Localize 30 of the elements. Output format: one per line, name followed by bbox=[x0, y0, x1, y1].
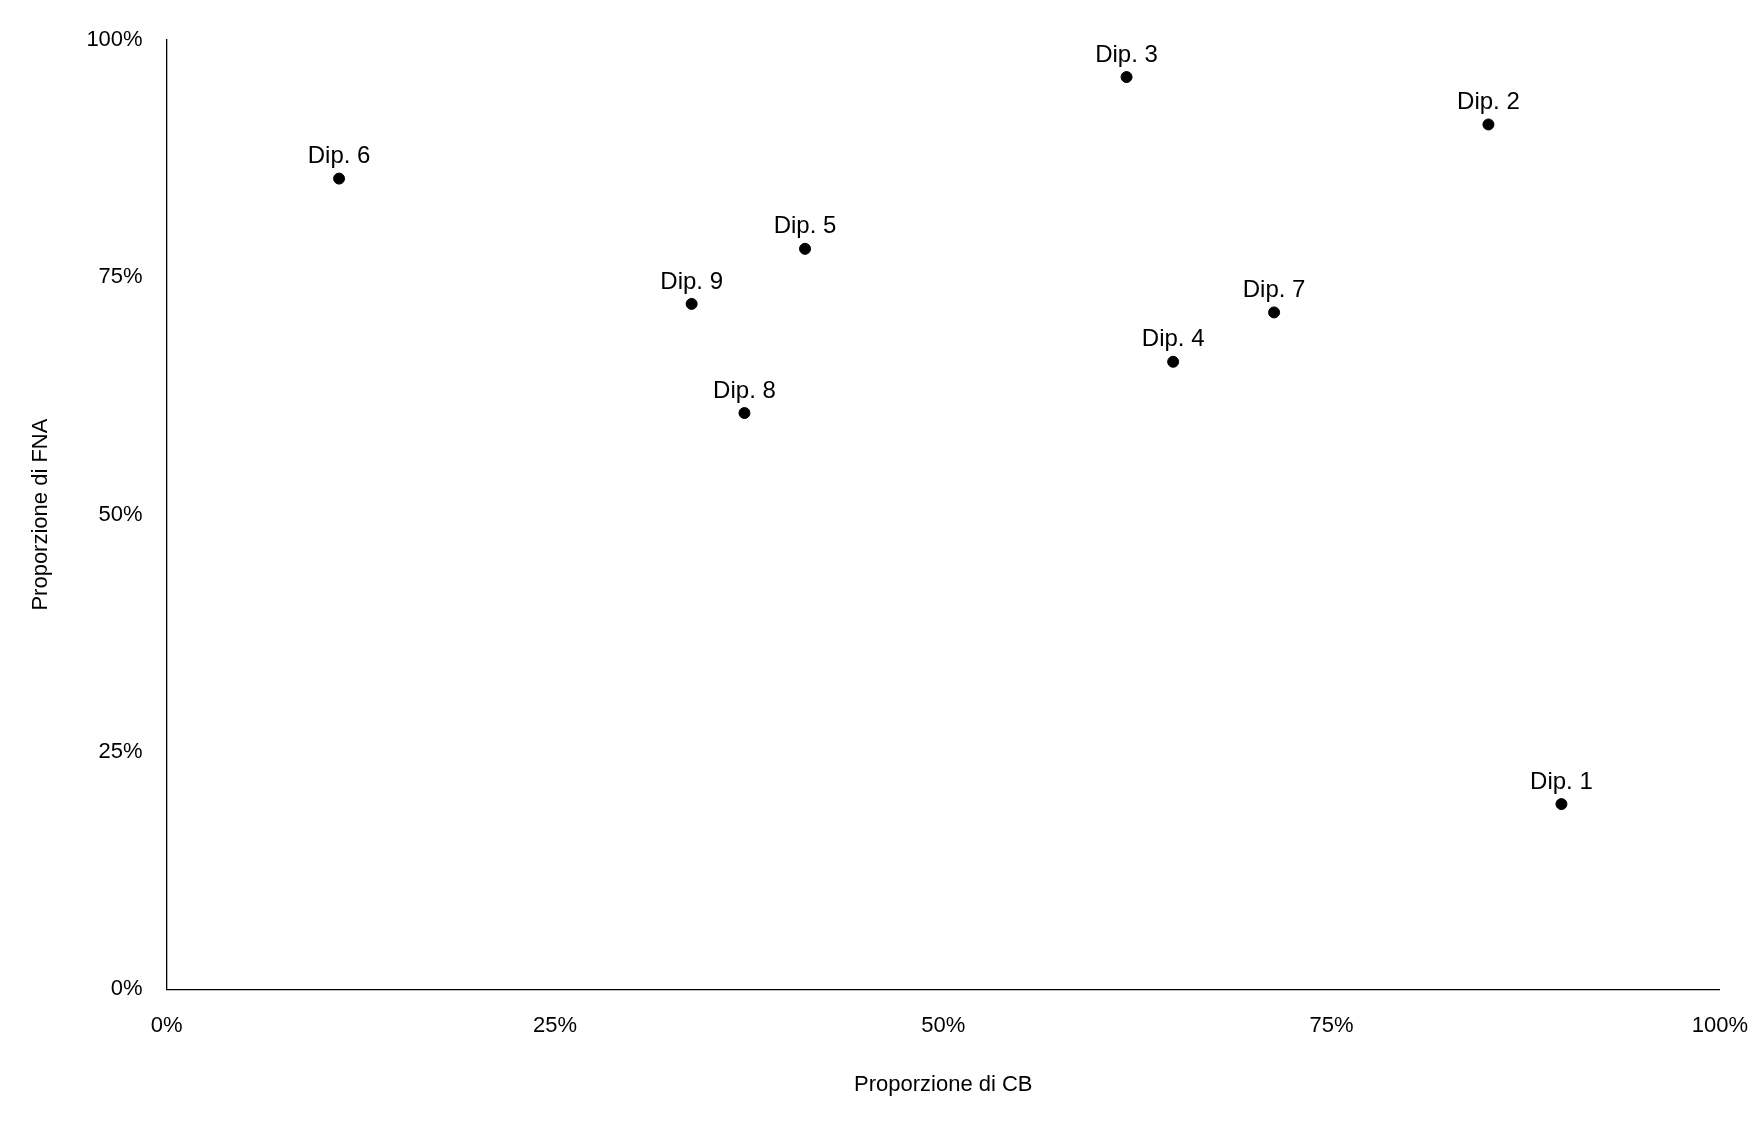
annotation: Dip. 3 bbox=[1095, 39, 1158, 67]
annotation: Dip. 9 bbox=[660, 266, 723, 294]
y-axis-title: Proporzione di FNA bbox=[27, 418, 53, 611]
point bbox=[799, 242, 812, 255]
x-tick-label: 25% bbox=[532, 1012, 577, 1038]
x-tick-label: 0% bbox=[150, 1012, 183, 1038]
point bbox=[738, 407, 751, 420]
point bbox=[1268, 306, 1281, 319]
point bbox=[1555, 798, 1568, 811]
annotation: Dip. 7 bbox=[1242, 275, 1306, 303]
y-tick-label: 50% bbox=[98, 500, 143, 526]
point bbox=[685, 297, 698, 310]
x-axis-title: Proporzione di CB bbox=[853, 1070, 1033, 1096]
point bbox=[1167, 355, 1180, 368]
annotation: Dip. 8 bbox=[713, 375, 776, 403]
y-tick-label: 75% bbox=[98, 263, 143, 289]
y-tick-label: 0% bbox=[110, 975, 143, 1001]
annotation: Dip. 1 bbox=[1530, 766, 1593, 794]
x-tick-label: 100% bbox=[1691, 1012, 1749, 1038]
annotation: Dip. 6 bbox=[307, 141, 371, 169]
annotation: Dip. 4 bbox=[1141, 324, 1205, 352]
y-tick-label: 100% bbox=[86, 26, 143, 52]
point bbox=[1482, 118, 1495, 131]
point bbox=[1120, 71, 1133, 84]
annotation: Dip. 5 bbox=[773, 211, 837, 239]
x-tick-label: 75% bbox=[1309, 1012, 1354, 1038]
annotation: Dip. 2 bbox=[1457, 87, 1520, 115]
x-tick-label: 50% bbox=[921, 1012, 966, 1038]
y-tick-label: 25% bbox=[98, 737, 143, 763]
point bbox=[333, 172, 346, 185]
